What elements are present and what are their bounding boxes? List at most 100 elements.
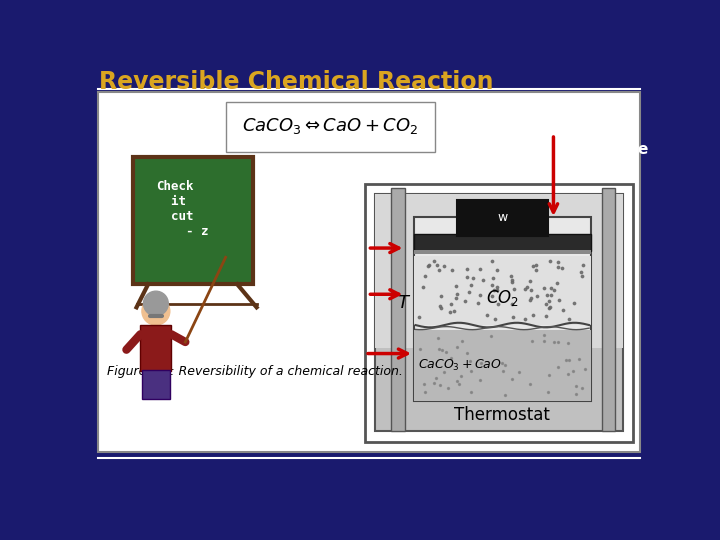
Point (497, 358, 508, 367)
Bar (414, 256, 590, 325)
Point (491, 283, 503, 292)
Point (422, 262, 433, 271)
Text: $CaCO_3 + CaO$: $CaCO_3 + CaO$ (418, 358, 502, 373)
Point (499, 361, 510, 369)
Text: Thermostat: Thermostat (454, 406, 550, 424)
Point (449, 306, 460, 315)
Point (540, 311, 552, 320)
Point (507, 276, 518, 285)
Point (481, 310, 492, 319)
Point (438, 261, 450, 270)
Point (486, 280, 498, 289)
Point (433, 265, 445, 274)
Point (418, 380, 430, 389)
Bar (142, 370, 170, 399)
Point (461, 264, 472, 273)
Point (513, 368, 525, 376)
Point (506, 375, 518, 383)
Point (474, 376, 486, 384)
Bar (132, 157, 253, 284)
Point (440, 348, 451, 356)
Point (527, 262, 539, 271)
Point (576, 384, 588, 393)
Point (462, 349, 473, 357)
Text: Check
  it
  cut
    - z: Check it cut - z (156, 180, 208, 238)
Point (475, 359, 487, 368)
Bar (414, 330, 590, 401)
Text: $CO_2$: $CO_2$ (486, 288, 519, 308)
Point (442, 384, 454, 393)
Point (545, 284, 557, 292)
Point (531, 260, 542, 269)
Bar (414, 217, 590, 401)
Text: w: w (498, 211, 508, 224)
Bar (225, 102, 435, 152)
Point (487, 274, 498, 282)
Point (444, 308, 456, 316)
Bar (391, 188, 405, 431)
Point (464, 287, 475, 296)
Point (462, 273, 473, 281)
Point (455, 372, 467, 380)
Point (562, 339, 574, 347)
Point (553, 295, 564, 304)
Point (486, 291, 498, 300)
Point (434, 302, 446, 310)
Point (552, 262, 564, 271)
Point (570, 389, 582, 398)
Point (451, 342, 462, 351)
Point (428, 379, 439, 388)
Point (490, 314, 501, 323)
Circle shape (143, 291, 168, 316)
Point (498, 367, 509, 376)
Point (415, 345, 426, 353)
Point (428, 256, 439, 265)
Point (526, 336, 538, 345)
Point (548, 286, 559, 294)
Point (551, 279, 562, 287)
Point (544, 302, 556, 311)
Point (456, 337, 468, 346)
Point (465, 281, 477, 289)
Point (552, 338, 564, 347)
Point (542, 388, 554, 397)
Point (433, 345, 444, 353)
Point (552, 363, 564, 372)
Point (420, 272, 431, 281)
Circle shape (142, 298, 170, 325)
Bar (375, 194, 624, 348)
Point (575, 268, 587, 276)
Point (434, 381, 446, 389)
Bar (414, 249, 590, 254)
Point (543, 296, 554, 305)
Point (541, 300, 552, 308)
Point (492, 300, 504, 308)
Bar (140, 325, 171, 372)
Point (451, 282, 462, 291)
Point (486, 256, 498, 265)
Point (563, 356, 575, 364)
Point (524, 276, 536, 285)
Point (531, 292, 543, 300)
Point (436, 303, 447, 312)
Point (459, 296, 471, 305)
Point (549, 338, 560, 346)
Point (580, 364, 591, 373)
Text: Reversible Chemical Reaction: Reversible Chemical Reaction (99, 70, 494, 94)
Bar (365, 184, 632, 442)
Text: $CaCO_3 \Leftrightarrow CaO + CO_2$: $CaCO_3 \Leftrightarrow CaO + CO_2$ (242, 117, 418, 137)
Point (576, 272, 588, 280)
Point (488, 286, 500, 295)
Point (433, 334, 444, 343)
Point (464, 356, 476, 365)
Point (541, 291, 553, 299)
Bar (375, 194, 624, 431)
Point (577, 261, 588, 269)
Point (521, 283, 532, 292)
Point (508, 285, 520, 294)
Point (492, 286, 503, 294)
Point (524, 296, 536, 305)
Point (436, 346, 448, 354)
Point (544, 256, 556, 265)
Point (485, 332, 497, 340)
